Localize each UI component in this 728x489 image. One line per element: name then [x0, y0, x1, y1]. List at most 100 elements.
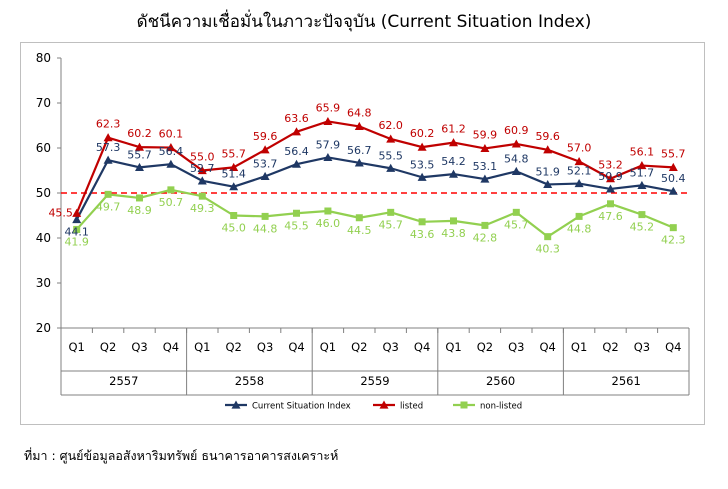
- legend-marker: [231, 400, 241, 409]
- data-label: 53.5: [410, 158, 435, 171]
- data-point: [324, 207, 332, 215]
- data-point: [135, 162, 144, 171]
- legend: Current Situation Index listed non-listed: [225, 400, 522, 412]
- data-point: [293, 209, 300, 217]
- data-label: 45.2: [630, 221, 655, 234]
- data-label: 62.3: [96, 118, 121, 131]
- x-tick-label: Q3: [131, 340, 147, 354]
- data-point: [104, 190, 112, 198]
- data-point: [543, 145, 553, 154]
- data-label: 57.0: [567, 142, 592, 155]
- data-point: [103, 155, 113, 164]
- data-point: [669, 224, 677, 232]
- data-label: 55.7: [127, 148, 152, 161]
- x-tick-label: Q3: [508, 340, 524, 354]
- legend-item: Current Situation Index: [225, 400, 351, 412]
- data-point: [292, 127, 301, 136]
- source-note: ที่มา : ศูนย์ข้อมูลอสังหาริมทรัพย์ ธนาคา…: [24, 448, 339, 463]
- data-point: [323, 116, 333, 126]
- data-label: 51.7: [630, 166, 655, 179]
- data-label: 59.6: [253, 130, 278, 143]
- data-label: 61.2: [441, 123, 466, 136]
- data-point: [260, 171, 270, 180]
- data-point: [607, 200, 614, 208]
- data-label: 50.7: [159, 196, 184, 209]
- y-tick-label: 50: [36, 186, 51, 200]
- data-label: 41.9: [64, 235, 89, 248]
- data-point: [574, 179, 584, 188]
- data-point: [260, 145, 270, 154]
- data-label: 57.3: [96, 141, 121, 154]
- data-label: 45.5: [284, 219, 309, 232]
- data-point: [480, 174, 490, 183]
- data-label: 60.2: [410, 127, 435, 140]
- data-point: [511, 166, 521, 175]
- data-label: 55.7: [221, 147, 246, 160]
- chart-title: ดัชนีความเชื่อมั่นในภาวะปัจจุบัน (Curren…: [136, 12, 592, 32]
- data-label: 44.1: [64, 226, 89, 239]
- data-label: 45.7: [378, 218, 403, 231]
- y-tick-label: 60: [36, 141, 51, 155]
- x-tick-label: Q3: [257, 340, 273, 354]
- x-tick-label: Q1: [194, 340, 210, 354]
- data-label: 44.8: [567, 222, 592, 235]
- data-label: 51.9: [535, 165, 560, 178]
- data-point: [668, 162, 678, 171]
- data-point: [166, 159, 176, 168]
- x-tick-label: Q1: [69, 340, 85, 354]
- data-point: [449, 138, 458, 147]
- data-point: [354, 158, 364, 167]
- data-point: [198, 192, 206, 200]
- data-label: 55.7: [661, 147, 686, 160]
- data-point: [229, 162, 239, 171]
- data-point: [543, 179, 553, 189]
- legend-item: non-listed: [453, 401, 522, 412]
- data-point: [574, 157, 584, 166]
- series-layer: [72, 116, 678, 241]
- data-labels-layer: 44.1 57.3 55.7 56.4 52.7 51.4 53.7 56.4 57.9 56.7…: [48, 101, 685, 255]
- data-point: [103, 133, 113, 142]
- x-tick-label: Q3: [634, 340, 650, 354]
- data-point: [197, 176, 207, 185]
- data-label: 52.7: [190, 162, 215, 175]
- data-point: [72, 208, 82, 217]
- legend-marker: [379, 400, 389, 409]
- data-label: 43.8: [441, 227, 466, 240]
- data-point: [637, 161, 647, 170]
- data-label: 42.8: [473, 231, 498, 244]
- data-label: 54.8: [504, 152, 529, 165]
- data-label: 45.7: [504, 218, 529, 231]
- data-label: 60.1: [159, 128, 184, 141]
- x-tick-label: Q1: [445, 340, 461, 354]
- series-line: [75, 188, 674, 238]
- x-tick-label: Q1: [571, 340, 587, 354]
- x-tick-label: Q2: [477, 340, 493, 354]
- year-group-label: 2558: [235, 374, 264, 388]
- x-tick-label: Q4: [414, 340, 430, 354]
- y-tick-label: 20: [36, 321, 51, 335]
- x-tick-label: Q1: [320, 340, 336, 354]
- data-label: 49.3: [190, 202, 215, 215]
- data-point: [512, 208, 520, 216]
- data-label: 50.4: [661, 172, 686, 185]
- x-tick-label: Q2: [602, 340, 618, 354]
- data-label: 48.9: [127, 204, 152, 217]
- data-point: [354, 121, 364, 130]
- legend-label: Current Situation Index: [252, 402, 351, 412]
- data-point: [606, 184, 615, 193]
- data-label: 44.8: [253, 222, 278, 235]
- data-label: 59.6: [535, 130, 560, 143]
- data-label: 54.2: [441, 155, 466, 168]
- year-group-label: 2560: [486, 374, 515, 388]
- data-label: 47.6: [598, 210, 623, 223]
- data-point: [480, 143, 490, 153]
- line-chart: 20 30 40 50 60 70 80 Q1 Q2 Q3 Q4 Q1 Q2 Q3 Q4 Q1 Q2 Q3 Q4 Q1…: [36, 51, 690, 412]
- x-tick-label: Q4: [288, 340, 304, 354]
- x-tick-label: Q2: [100, 340, 116, 354]
- data-point: [166, 143, 176, 152]
- data-point: [292, 159, 301, 168]
- data-point: [136, 194, 143, 202]
- data-label: 57.9: [316, 138, 341, 151]
- data-label: 45.0: [221, 222, 246, 235]
- legend-marker: [460, 401, 468, 409]
